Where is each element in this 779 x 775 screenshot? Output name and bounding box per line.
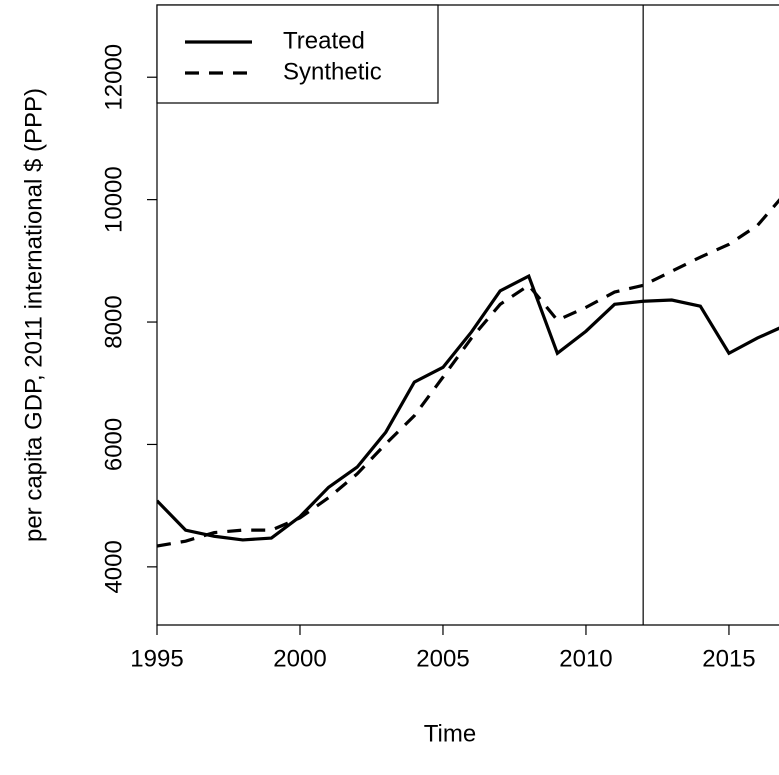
y-tick-label: 12000	[100, 44, 127, 111]
y-tick-label: 8000	[100, 295, 127, 348]
y-tick-label: 4000	[100, 540, 127, 593]
series-line	[157, 273, 779, 542]
y-tick-label: 6000	[100, 418, 127, 471]
y-tick-label: 10000	[100, 166, 127, 233]
y-axis-label: per capita GDP, 2011 international $ (PP…	[20, 88, 47, 542]
x-axis-label: Time	[424, 720, 476, 747]
legend-label: Synthetic	[283, 58, 382, 85]
series-line	[157, 198, 779, 548]
plot-area	[157, 5, 779, 625]
x-tick-label: 2005	[416, 645, 469, 672]
legend-box	[156, 4, 439, 104]
x-tick-label: 2000	[273, 645, 326, 672]
legend-label: Treated	[283, 27, 365, 54]
x-tick-label: 2010	[559, 645, 612, 672]
plot-box	[156, 4, 779, 626]
x-tick-label: 2015	[702, 645, 755, 672]
x-tick-label: 1995	[130, 645, 183, 672]
